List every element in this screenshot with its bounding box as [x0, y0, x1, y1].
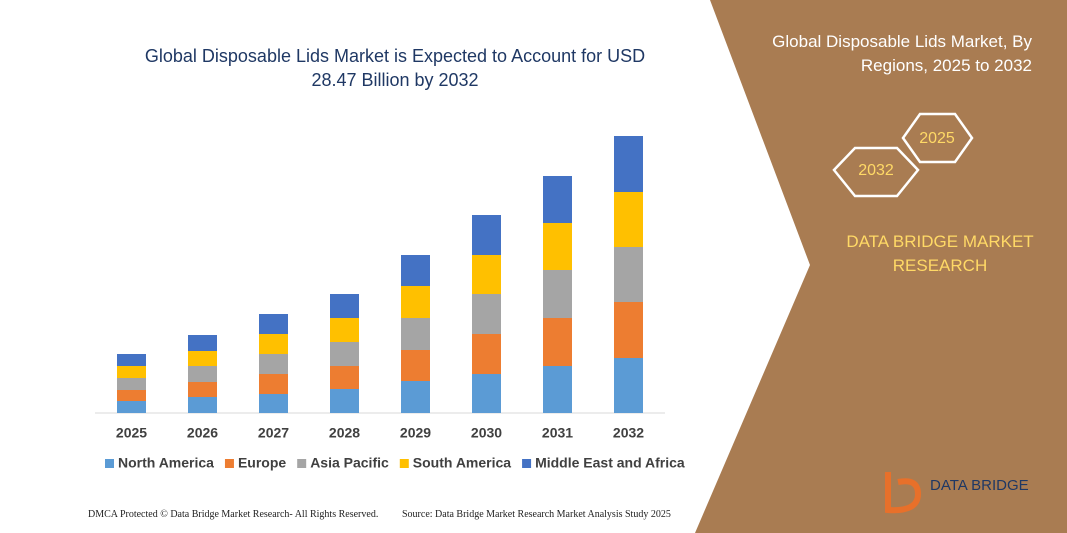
legend-label: North America	[118, 455, 214, 471]
bar-segment	[401, 318, 430, 350]
hexagon	[901, 112, 974, 164]
panel-title: Global Disposable Lids Market, By Region…	[772, 32, 1032, 75]
side-panel	[695, 0, 1067, 533]
x-tick-label: 2031	[542, 425, 573, 441]
bar-segment	[188, 382, 217, 397]
bar-segment	[330, 294, 359, 318]
bar-segment	[472, 294, 501, 334]
bar-segment	[330, 342, 359, 366]
bar-segment	[401, 286, 430, 318]
x-tick-label: 2026	[187, 425, 218, 441]
brand: DATA BRIDGE MARKET RESEARCH	[846, 232, 1034, 275]
chart-title: Global Disposable Lids Market is Expecte…	[144, 46, 646, 90]
legend-label: Middle East and Africa	[535, 455, 685, 471]
bar-segment	[401, 381, 430, 413]
bar-segment	[188, 366, 217, 382]
bar-segment	[117, 354, 146, 366]
bar-segment	[330, 366, 359, 389]
logo-icon	[885, 472, 922, 514]
bar-segment	[117, 390, 146, 401]
bar-segment	[472, 374, 501, 413]
bar-segment	[614, 302, 643, 358]
bar-segment	[614, 247, 643, 302]
bar-segment	[543, 223, 572, 270]
legend-swatch	[399, 459, 409, 468]
bar-segment	[117, 401, 146, 413]
footer-right: Source: Data Bridge Market Research Mark…	[402, 509, 671, 520]
bar-segment	[259, 354, 288, 374]
bar-segment	[472, 334, 501, 374]
bar-segment	[543, 366, 572, 413]
bar-segment	[259, 374, 288, 394]
bar-segment	[401, 350, 430, 381]
bar-segment	[188, 397, 217, 413]
hexagon	[832, 146, 920, 198]
bar-segment	[259, 314, 288, 334]
x-tick-label: 2029	[400, 425, 431, 441]
legend-swatch	[522, 459, 532, 468]
bar-segment	[330, 318, 359, 342]
bar-segment	[401, 255, 430, 286]
x-tick-label: 2027	[258, 425, 289, 441]
legend-label: South America	[413, 455, 511, 471]
x-tick-label: 2032	[613, 425, 644, 441]
bar-segment	[117, 378, 146, 390]
bar-segment	[472, 215, 501, 255]
bar-segment	[472, 255, 501, 294]
bar-segment	[188, 351, 217, 366]
x-tick-label: 2025	[116, 425, 147, 441]
bar-segment	[543, 270, 572, 318]
bar-segment	[188, 335, 217, 351]
legend-swatch	[297, 459, 307, 468]
x-tick-label: 2030	[471, 425, 502, 441]
bar-segment	[330, 389, 359, 413]
logo-text: DATA BRIDGE	[930, 477, 1029, 494]
legend-label: Europe	[238, 455, 286, 471]
x-tick-label: 2028	[329, 425, 360, 441]
legend-swatch	[224, 459, 234, 468]
bar-segment	[259, 394, 288, 413]
legend-label: Asia Pacific	[310, 455, 389, 471]
bar-segment	[614, 192, 643, 247]
bar-segment	[543, 176, 572, 223]
bar-segment	[614, 358, 643, 413]
bar-segment	[117, 366, 146, 378]
legend-swatch	[105, 459, 114, 468]
hexagon-label: 2025	[919, 130, 955, 147]
hexagon-label: 2032	[858, 162, 894, 179]
bar-segment	[614, 136, 643, 192]
bar-segment	[259, 334, 288, 354]
footer-left: DMCA Protected © Data Bridge Market Rese…	[88, 509, 379, 520]
bar-segment	[543, 318, 572, 366]
